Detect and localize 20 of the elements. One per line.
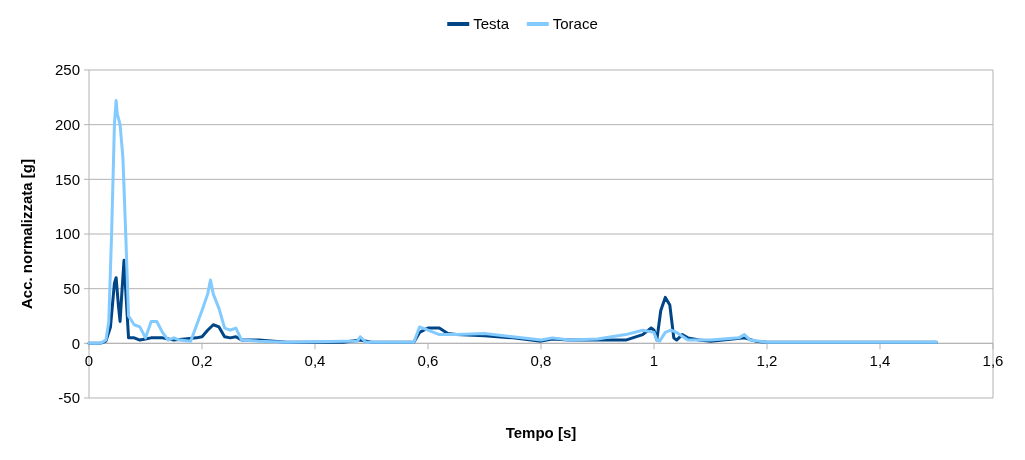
x-tick-label: 0,4 — [304, 352, 326, 370]
x-tick-label: 0,6 — [417, 352, 439, 370]
x-tick-label: 0,2 — [191, 352, 213, 370]
y-tick-label: 50 — [63, 279, 80, 297]
y-tick-label: 250 — [54, 61, 80, 79]
legend-label: Torace — [552, 15, 598, 33]
x-tick-label: 1,6 — [982, 352, 1004, 370]
x-axis-title: Tempo [s] — [505, 424, 577, 441]
x-tick-label: 0,8 — [530, 352, 552, 370]
legend-label: Testa — [473, 15, 510, 33]
x-tick-label: 0 — [84, 352, 94, 370]
y-tick-label: 0 — [71, 334, 80, 352]
y-tick-label: 200 — [54, 115, 80, 133]
y-tick-label: 100 — [54, 225, 80, 243]
x-tick-label: 1,4 — [869, 352, 891, 370]
x-tick-label: 1 — [649, 352, 659, 370]
y-tick-label: -50 — [58, 389, 80, 407]
y-tick-label: 150 — [54, 170, 80, 188]
x-tick-label: 1,2 — [756, 352, 778, 370]
y-axis-title: Acc. normalizzata [g] — [18, 158, 35, 310]
